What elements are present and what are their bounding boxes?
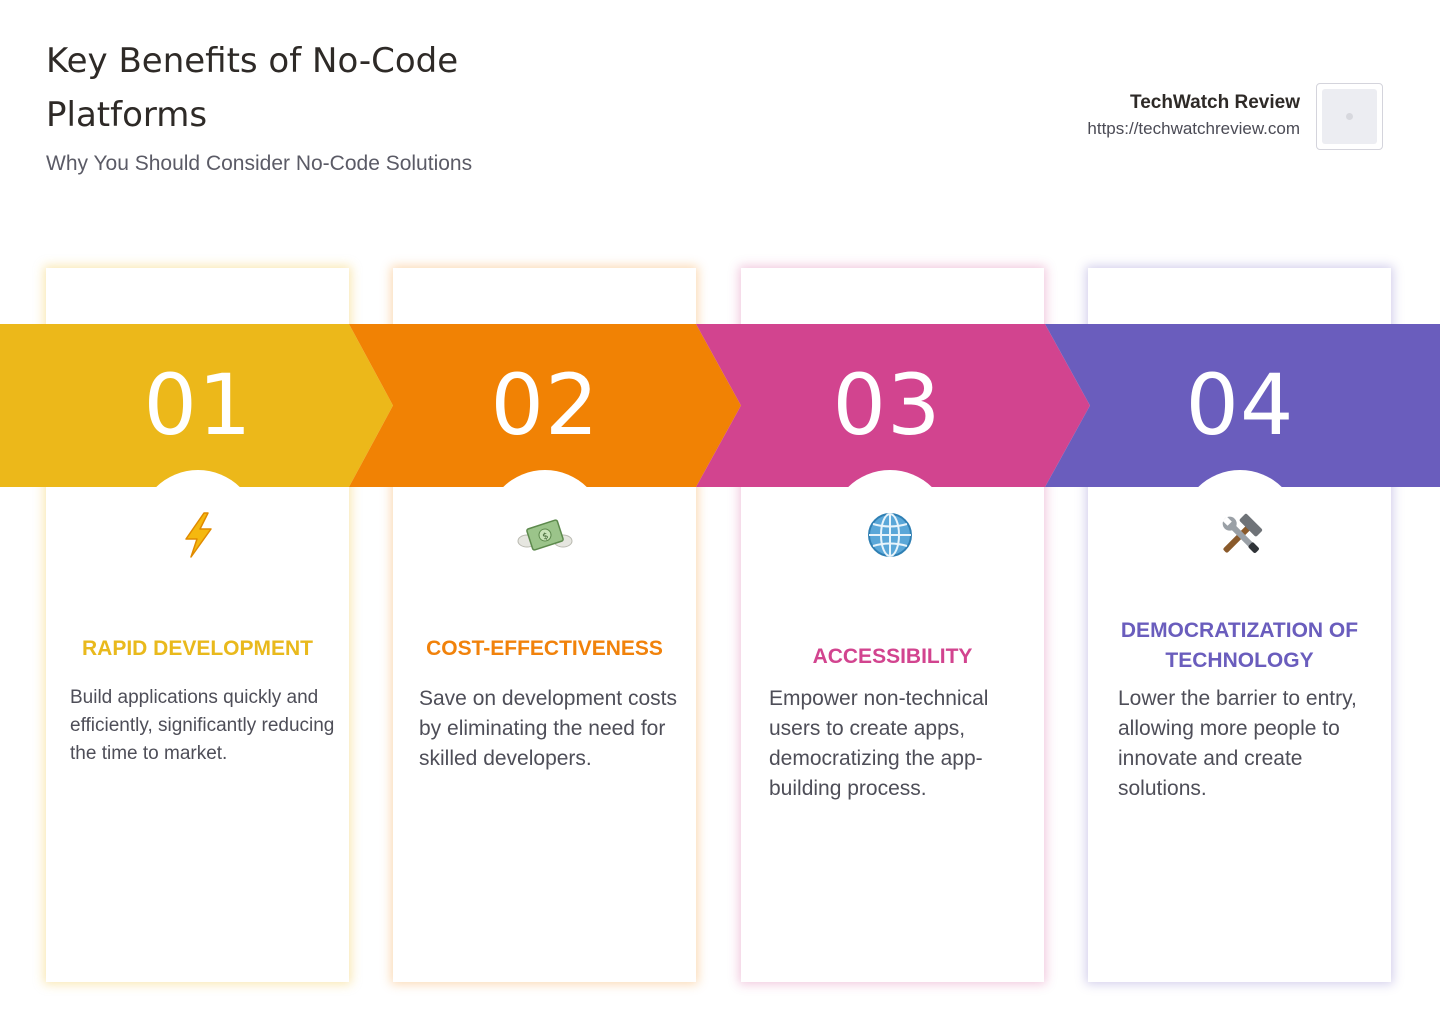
logo-dot — [1346, 113, 1353, 120]
step-arrow-band — [0, 324, 1440, 487]
page-title: Key Benefits of No-Code Platforms — [46, 41, 459, 135]
arrow-segment-3 — [696, 324, 1090, 487]
arrow-segment-2 — [349, 324, 741, 487]
logo-placeholder — [1322, 89, 1377, 144]
brand-url[interactable]: https://techwatchreview.com — [1087, 119, 1300, 138]
brand-name: TechWatch Review — [1130, 92, 1300, 113]
brand-logo — [1316, 83, 1383, 150]
step-number-4: 04 — [1185, 356, 1295, 454]
benefit-description-3: Empower non-technical users to create ap… — [769, 687, 989, 800]
arrow-segment-1 — [0, 324, 393, 487]
step-number-2: 02 — [490, 356, 600, 454]
step-number-3: 03 — [832, 356, 942, 454]
benefit-description-4: Lower the barrier to entry, allowing mor… — [1118, 687, 1357, 800]
step-number-1: 01 — [143, 356, 253, 454]
lightning-icon — [158, 505, 238, 565]
benefit-title-2: COST-EFFECTIVENESS — [426, 637, 663, 660]
benefit-title-3: ACCESSIBILITY — [812, 645, 973, 668]
svg-text:$: $ — [541, 531, 550, 542]
arrow-segment-4 — [1045, 324, 1440, 487]
hammer-and-wrench-icon — [1201, 505, 1281, 565]
globe-icon — [850, 505, 930, 565]
benefit-title-1: RAPID DEVELOPMENT — [81, 637, 314, 660]
benefit-description-2: Save on development costs by eliminating… — [419, 687, 677, 770]
benefit-title-4: DEMOCRATIZATION OF TECHNOLOGY — [1120, 619, 1359, 672]
brand-block: TechWatch Review https://techwatchreview… — [1087, 90, 1300, 142]
benefit-description-1: Build applications quickly and efficient… — [70, 687, 335, 764]
page-subtitle: Why You Should Consider No-Code Solution… — [46, 152, 473, 175]
money-with-wings-icon: $ — [505, 505, 585, 565]
